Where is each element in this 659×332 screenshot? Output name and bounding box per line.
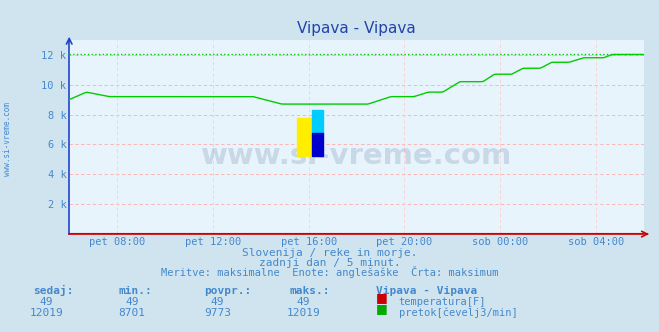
Text: Meritve: maksimalne  Enote: anglešaške  Črta: maksimum: Meritve: maksimalne Enote: anglešaške Čr… bbox=[161, 266, 498, 278]
Text: 49: 49 bbox=[40, 297, 53, 307]
Text: zadnji dan / 5 minut.: zadnji dan / 5 minut. bbox=[258, 258, 401, 268]
Title: Vipava - Vipava: Vipava - Vipava bbox=[297, 21, 416, 36]
Text: 49: 49 bbox=[125, 297, 138, 307]
Text: Slovenija / reke in morje.: Slovenija / reke in morje. bbox=[242, 248, 417, 258]
Text: pretok[čevelj3/min]: pretok[čevelj3/min] bbox=[399, 307, 517, 318]
Text: 49: 49 bbox=[297, 297, 310, 307]
Text: maks.:: maks.: bbox=[290, 286, 330, 296]
Text: ■: ■ bbox=[376, 291, 387, 304]
Bar bbox=[312, 110, 323, 133]
Text: ■: ■ bbox=[376, 302, 387, 315]
Bar bbox=[297, 118, 312, 156]
Text: 12019: 12019 bbox=[29, 308, 63, 318]
Text: min.:: min.: bbox=[119, 286, 152, 296]
Text: 49: 49 bbox=[211, 297, 224, 307]
Text: temperatura[F]: temperatura[F] bbox=[399, 297, 486, 307]
Text: povpr.:: povpr.: bbox=[204, 286, 252, 296]
Text: Vipava - Vipava: Vipava - Vipava bbox=[376, 286, 477, 296]
Text: sedaj:: sedaj: bbox=[33, 285, 73, 296]
Text: www.si-vreme.com: www.si-vreme.com bbox=[3, 103, 13, 176]
Text: www.si-vreme.com: www.si-vreme.com bbox=[201, 142, 512, 170]
Bar bbox=[312, 133, 323, 156]
Text: 9773: 9773 bbox=[204, 308, 231, 318]
Text: 12019: 12019 bbox=[286, 308, 320, 318]
Text: 8701: 8701 bbox=[119, 308, 145, 318]
